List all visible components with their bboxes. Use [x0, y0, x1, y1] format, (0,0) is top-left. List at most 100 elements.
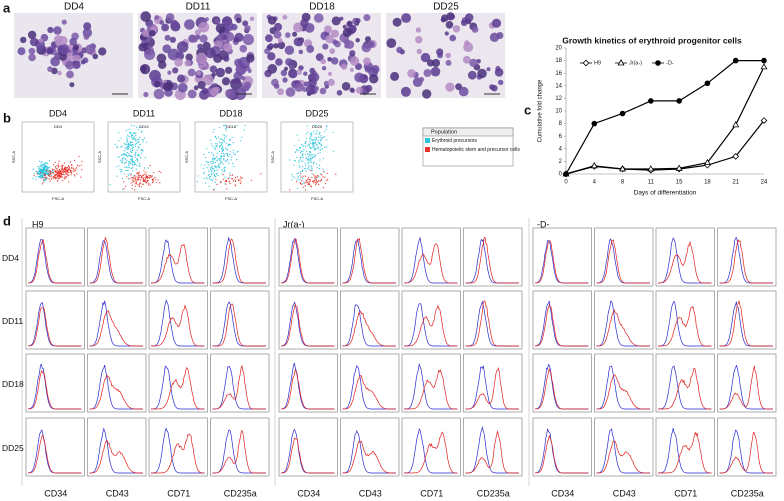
cell: [239, 44, 248, 53]
marker-label: CD71: [167, 488, 190, 498]
event-dot: [213, 147, 215, 149]
event-dot: [69, 161, 71, 163]
event-dot: [315, 176, 317, 179]
histogram-frame: [340, 290, 400, 350]
event-dot: [299, 147, 301, 149]
cell: [172, 67, 179, 74]
histogram-curve: [212, 365, 266, 410]
event-dot: [126, 147, 128, 149]
cell: [221, 77, 231, 86]
event-dot: [301, 170, 304, 173]
event-dot: [126, 138, 128, 140]
event-dot: [214, 161, 217, 164]
data-point: [619, 110, 626, 117]
event-dot: [73, 168, 75, 171]
histogram-frame: [340, 353, 400, 413]
histogram-frame: [463, 290, 523, 350]
y-tick-label: 16: [555, 71, 562, 77]
cell: [213, 54, 223, 63]
event-dot: [47, 170, 49, 172]
event-dot: [316, 132, 318, 134]
event-dot: [203, 172, 205, 175]
event-dot: [125, 154, 127, 156]
event-dot: [212, 168, 214, 170]
event-dot: [306, 159, 309, 161]
event-dot: [147, 167, 149, 169]
cell: [431, 58, 441, 68]
event-dot: [151, 178, 154, 180]
event-dot: [56, 172, 58, 174]
y-tick-label: 12: [555, 96, 562, 102]
event-dot: [209, 167, 211, 169]
event-dot: [118, 156, 120, 158]
event-dot: [133, 178, 135, 180]
event-dot: [75, 170, 77, 172]
event-dot: [216, 144, 218, 146]
event-dot: [234, 179, 236, 181]
event-dot: [320, 135, 322, 137]
cell: [215, 23, 226, 33]
event-dot: [243, 129, 245, 131]
cell: [193, 85, 199, 91]
event-dot: [138, 176, 140, 178]
cell: [56, 53, 61, 59]
chart-title: Growth kinetics of erythroid progenitor …: [562, 35, 742, 45]
event-dot: [309, 179, 311, 181]
cell: [190, 35, 199, 43]
event-dot: [222, 163, 224, 165]
cell: [241, 75, 246, 81]
event-dot: [224, 176, 226, 178]
cell: [367, 40, 375, 48]
histogram-frame: [210, 227, 270, 287]
event-dot: [131, 138, 133, 140]
event-dot: [234, 184, 236, 186]
event-dot: [220, 158, 222, 160]
histogram-curve: [342, 429, 396, 474]
cell: [159, 20, 165, 25]
cell: [177, 74, 186, 83]
event-dot: [313, 147, 315, 149]
cell: [331, 57, 339, 65]
event-dot: [219, 160, 221, 162]
event-dot: [296, 156, 298, 158]
event-dot: [129, 142, 132, 144]
event-dot: [136, 126, 138, 128]
data-point: [676, 98, 682, 104]
legend-swatch: [425, 138, 430, 143]
event-dot: [126, 154, 128, 156]
event-dot: [239, 179, 241, 181]
x-tick-label: 24: [761, 180, 768, 186]
group-label: -D-: [537, 219, 550, 229]
event-dot: [313, 138, 315, 141]
event-dot: [229, 144, 231, 146]
event-dot: [37, 171, 39, 174]
event-dot: [300, 151, 302, 154]
cell: [371, 65, 380, 74]
marker-label: CD34: [44, 488, 67, 498]
event-dot: [250, 179, 252, 181]
event-dot: [226, 142, 228, 144]
event-dot: [211, 160, 213, 163]
event-dot: [319, 159, 321, 161]
cell: [225, 88, 236, 99]
cell: [174, 57, 184, 67]
event-dot: [306, 181, 308, 183]
event-dot: [122, 159, 124, 161]
event-dot: [129, 178, 131, 180]
flow-dots: [109, 124, 162, 191]
event-dot: [72, 167, 74, 169]
event-dot: [126, 143, 128, 145]
event-dot: [128, 165, 130, 167]
cell: [20, 36, 27, 44]
event-dot: [69, 169, 71, 171]
event-dot: [38, 177, 40, 179]
event-dot: [42, 181, 44, 184]
legend-marker: [655, 60, 661, 66]
event-dot: [315, 175, 317, 177]
event-dot: [124, 142, 126, 144]
histogram-curve: [534, 240, 589, 284]
cell: [242, 20, 249, 27]
data-point: [647, 165, 655, 172]
event-dot: [292, 175, 294, 177]
cell: [154, 15, 159, 20]
